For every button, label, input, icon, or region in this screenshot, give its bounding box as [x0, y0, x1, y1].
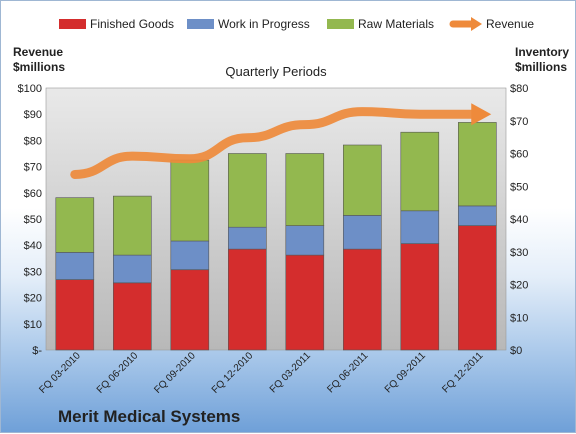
bar-raw-materials: [113, 195, 152, 256]
left-axis-tick-label: $60: [24, 188, 42, 200]
left-axis-tick-label: $70: [24, 162, 42, 174]
left-axis-tick-label: $30: [24, 266, 42, 278]
right-axis-tick-label: $0: [510, 345, 522, 357]
bar-raw-materials: [342, 144, 382, 216]
revenue-line: [70, 107, 482, 179]
legend-swatch-work-in-progress: [187, 19, 214, 29]
left-axis-tick-label: $80: [24, 135, 42, 147]
legend-arrowhead-revenue: [471, 17, 482, 31]
x-axis: FQ 03-2010 FQ 06-2010 FQ 09-2010 FQ 12-2010…: [37, 350, 485, 396]
bar-finished-goods: [228, 248, 267, 351]
left-axis-tick-label: $10: [24, 319, 42, 331]
revenue-arrowhead: [471, 103, 492, 126]
right-axis: $0 $10 $20 $30 $40 $50 $60 $70 $80: [510, 83, 528, 357]
bar-raw-materials: [457, 122, 497, 207]
left-axis-tick-label: $100: [18, 83, 42, 95]
left-axis-title-line2: $millions: [13, 60, 65, 74]
x-axis-tick-label: FQ 03-2011: [268, 350, 313, 395]
bar-finished-goods: [457, 225, 497, 351]
bar-work-in-progress: [400, 210, 440, 244]
right-axis-tick-label: $20: [510, 280, 528, 292]
right-axis-tick-label: $30: [510, 247, 528, 259]
left-axis-title-line1: Revenue: [13, 45, 63, 59]
right-axis-tick-label: $60: [510, 149, 528, 161]
bar-raw-materials: [55, 197, 95, 253]
chart-title: Quarterly Periods: [225, 64, 327, 79]
x-axis-tick-label: FQ 03-2010: [37, 350, 83, 396]
x-axis-tick-label: FQ 12-2010: [210, 350, 256, 396]
legend: Finished Goods Work in Progress Raw Mate…: [59, 17, 534, 31]
bar-raw-materials: [170, 159, 210, 242]
left-axis-tick-label: $90: [24, 109, 42, 121]
right-axis-tick-label: $40: [510, 214, 528, 226]
left-axis-tick-label: $50: [24, 214, 42, 226]
left-axis-tick-label: $40: [24, 240, 42, 252]
left-axis-tick-label: $-: [32, 345, 42, 357]
bar-raw-materials: [285, 153, 325, 226]
bar-finished-goods: [113, 282, 152, 351]
right-axis-tick-label: $10: [510, 312, 528, 324]
x-axis-tick-label: FQ 06-2011: [325, 350, 370, 395]
revenue-line-layer: [70, 103, 492, 179]
x-axis-tick-label: FQ 09-2010: [152, 350, 198, 396]
x-axis-tick-label: FQ 09-2011: [383, 350, 428, 395]
legend-label-revenue: Revenue: [486, 17, 534, 31]
legend-label-raw-materials: Raw Materials: [358, 17, 434, 31]
legend-label-finished-goods: Finished Goods: [90, 17, 174, 31]
bar-finished-goods: [285, 254, 325, 351]
bar-finished-goods: [55, 279, 95, 351]
bar-work-in-progress: [55, 252, 95, 280]
right-axis-title-line2: $millions: [515, 60, 567, 74]
x-axis-tick-label: FQ 12-2011: [440, 350, 485, 395]
bar-work-in-progress: [228, 226, 267, 250]
right-axis-tick-label: $70: [510, 116, 528, 128]
company-name: Merit Medical Systems: [58, 407, 240, 426]
right-axis-tick-label: $80: [510, 83, 528, 95]
bar-work-in-progress: [170, 240, 210, 270]
bar-work-in-progress: [342, 215, 382, 250]
legend-swatch-raw-materials: [327, 19, 354, 29]
bars-layer: [55, 122, 497, 351]
bar-work-in-progress: [285, 225, 325, 256]
bar-work-in-progress: [457, 205, 497, 226]
x-axis-tick-label: FQ 06-2010: [95, 350, 141, 396]
bar-raw-materials: [228, 153, 267, 228]
right-axis-tick-label: $50: [510, 181, 528, 193]
left-axis-tick-label: $20: [24, 293, 42, 305]
bar-raw-materials: [400, 131, 440, 212]
bar-finished-goods: [400, 243, 440, 351]
bar-work-in-progress: [113, 254, 152, 284]
legend-label-work-in-progress: Work in Progress: [218, 17, 310, 31]
legend-swatch-finished-goods: [59, 19, 86, 29]
bar-finished-goods: [342, 248, 382, 351]
right-axis-title-line1: Inventory: [515, 45, 569, 59]
left-axis: $- $10 $20 $30 $40 $50 $60 $70 $80 $90 $100: [18, 83, 43, 357]
bar-finished-goods: [170, 269, 210, 351]
